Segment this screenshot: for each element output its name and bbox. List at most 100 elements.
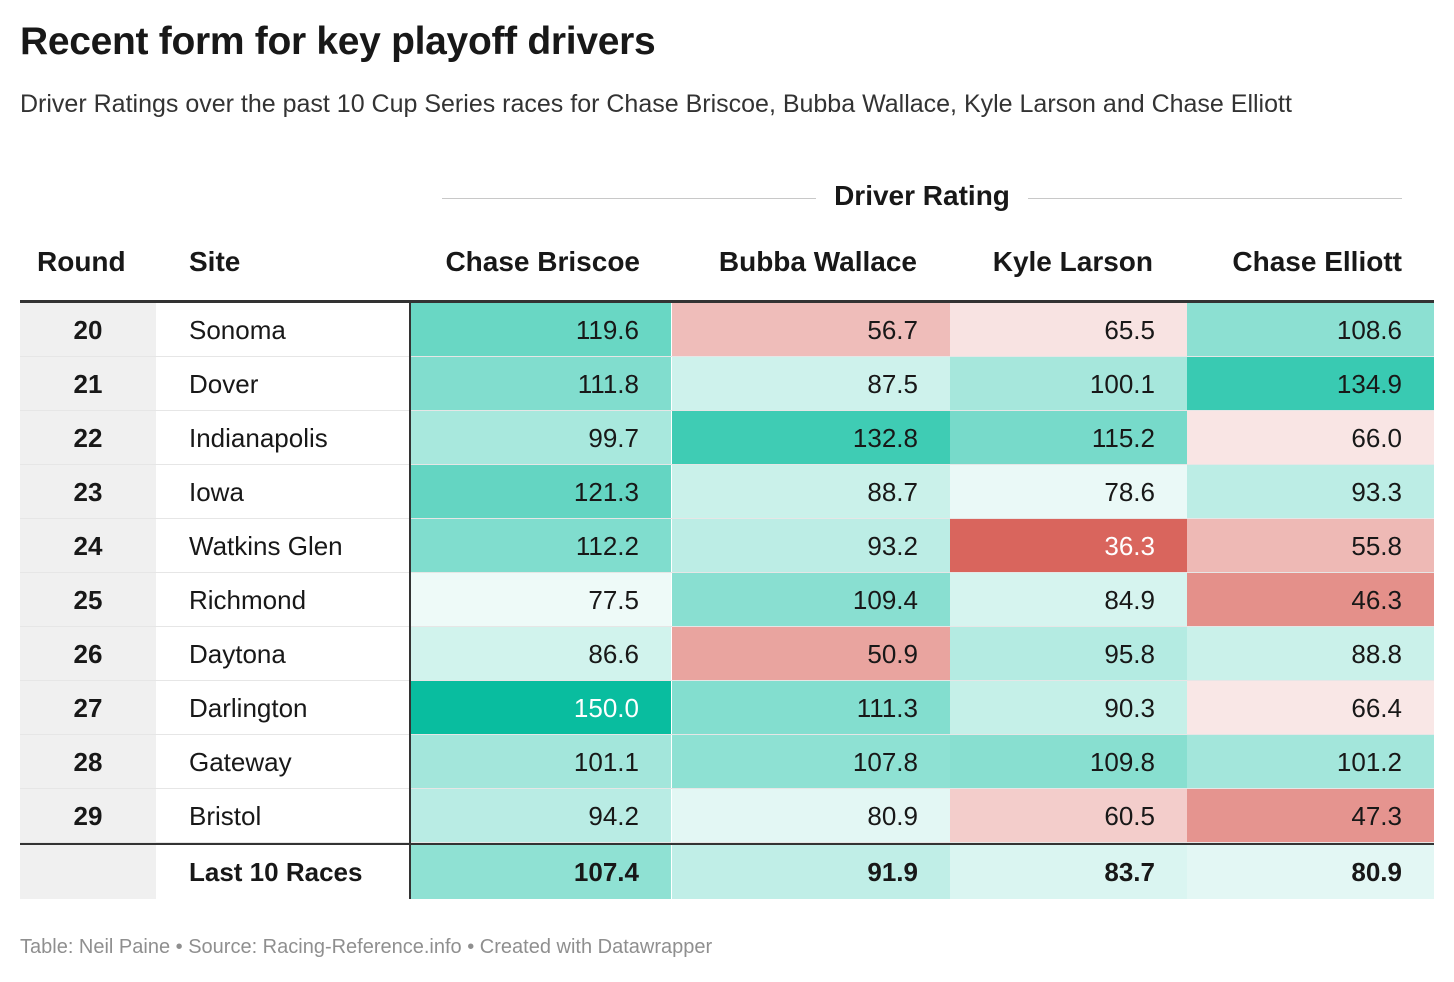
round-cell: 23 xyxy=(20,465,156,519)
rating-cell: 119.6 xyxy=(411,303,671,357)
rating-cell: 60.5 xyxy=(950,789,1187,843)
round-cell: 25 xyxy=(20,573,156,627)
rating-cell: 111.3 xyxy=(672,681,950,735)
rating-cell: 86.6 xyxy=(411,627,671,681)
rating-cell: 84.9 xyxy=(950,573,1187,627)
site-cell: Darlington xyxy=(189,693,308,723)
table-row: 22 Indianapolis 99.7 132.8 115.2 66.0 xyxy=(20,411,1434,465)
rating-cell: 93.3 xyxy=(1187,465,1434,519)
site-cell: Watkins Glen xyxy=(189,531,343,561)
column-divider xyxy=(409,303,411,899)
round-cell: 21 xyxy=(20,357,156,411)
site-cell: Sonoma xyxy=(189,315,286,345)
rating-cell: 109.8 xyxy=(950,735,1187,789)
table-row: 27 Darlington 150.0 111.3 90.3 66.4 xyxy=(20,681,1434,735)
rating-cell: 80.9 xyxy=(1187,845,1434,899)
rating-cell: 88.8 xyxy=(1187,627,1434,681)
rating-cell: 111.8 xyxy=(411,357,671,411)
rating-cell: 100.1 xyxy=(950,357,1187,411)
rating-cell: 78.6 xyxy=(950,465,1187,519)
rating-cell: 50.9 xyxy=(672,627,950,681)
round-cell: 22 xyxy=(20,411,156,465)
row-divider xyxy=(20,734,1434,735)
rating-cell: 36.3 xyxy=(950,519,1187,573)
row-divider xyxy=(20,572,1434,573)
site-cell: Dover xyxy=(189,369,259,399)
row-divider xyxy=(20,626,1434,627)
header-kyle-larson: Kyle Larson xyxy=(992,246,1153,277)
site-cell: Indianapolis xyxy=(189,423,328,453)
rating-cell: 93.2 xyxy=(672,519,950,573)
rating-cell: 108.6 xyxy=(1187,303,1434,357)
round-cell: 27 xyxy=(20,681,156,735)
rating-cell: 99.7 xyxy=(411,411,671,465)
total-rule xyxy=(20,843,1434,845)
spanner-rule-right xyxy=(1028,198,1402,199)
row-divider xyxy=(20,356,1434,357)
header-bubba-wallace: Bubba Wallace xyxy=(718,246,917,277)
rating-cell: 80.9 xyxy=(672,789,950,843)
round-cell: 26 xyxy=(20,627,156,681)
row-divider xyxy=(20,410,1434,411)
rating-cell: 115.2 xyxy=(950,411,1187,465)
round-cell: 20 xyxy=(20,303,156,357)
table-row: 23 Iowa 121.3 88.7 78.6 93.3 xyxy=(20,465,1434,519)
row-divider xyxy=(20,464,1434,465)
rating-cell: 87.5 xyxy=(672,357,950,411)
rating-cell: 101.1 xyxy=(411,735,671,789)
rating-cell: 94.2 xyxy=(411,789,671,843)
site-cell: Iowa xyxy=(189,477,244,507)
rating-cell: 66.4 xyxy=(1187,681,1434,735)
column-group-header: Driver Rating xyxy=(442,176,1402,220)
rating-cell: 107.8 xyxy=(672,735,950,789)
site-cell: Gateway xyxy=(189,747,292,777)
row-divider xyxy=(20,680,1434,681)
header-round: Round xyxy=(37,246,126,277)
chart-title: Recent form for key playoff drivers xyxy=(20,20,656,63)
rating-cell: 46.3 xyxy=(1187,573,1434,627)
rating-cell: 55.8 xyxy=(1187,519,1434,573)
table-row: 24 Watkins Glen 112.2 93.2 36.3 55.8 xyxy=(20,519,1434,573)
rating-cell: 101.2 xyxy=(1187,735,1434,789)
site-cell: Daytona xyxy=(189,639,286,669)
rating-cell: 95.8 xyxy=(950,627,1187,681)
row-divider xyxy=(20,842,1434,843)
rating-cell: 65.5 xyxy=(950,303,1187,357)
row-divider xyxy=(20,518,1434,519)
table-row: 29 Bristol 94.2 80.9 60.5 47.3 xyxy=(20,789,1434,843)
table-row: 21 Dover 111.8 87.5 100.1 134.9 xyxy=(20,357,1434,411)
row-divider xyxy=(20,788,1434,789)
rating-cell: 90.3 xyxy=(950,681,1187,735)
header-rule xyxy=(20,300,1434,303)
rating-cell: 109.4 xyxy=(672,573,950,627)
rating-cell: 66.0 xyxy=(1187,411,1434,465)
spanner-rule-left xyxy=(442,198,816,199)
chart-footer: Table: Neil Paine • Source: Racing-Refer… xyxy=(20,936,713,958)
total-row: Last 10 Races 107.4 91.9 83.7 80.9 xyxy=(20,845,1434,899)
rating-cell: 77.5 xyxy=(411,573,671,627)
header-site: Site xyxy=(189,246,241,277)
rating-cell: 83.7 xyxy=(950,845,1187,899)
chart-subtitle: Driver Ratings over the past 10 Cup Seri… xyxy=(20,90,1292,118)
rating-cell: 107.4 xyxy=(411,845,671,899)
spanner-label: Driver Rating xyxy=(834,180,1010,211)
round-cell: 28 xyxy=(20,735,156,789)
rating-cell: 112.2 xyxy=(411,519,671,573)
rating-cell: 150.0 xyxy=(411,681,671,735)
site-cell: Last 10 Races xyxy=(189,857,363,887)
round-cell: 29 xyxy=(20,789,156,843)
rating-cell: 91.9 xyxy=(672,845,950,899)
rating-cell: 47.3 xyxy=(1187,789,1434,843)
rating-cell: 134.9 xyxy=(1187,357,1434,411)
site-cell: Bristol xyxy=(189,801,262,831)
header-chase-briscoe: Chase Briscoe xyxy=(445,246,640,277)
table-row: 26 Daytona 86.6 50.9 95.8 88.8 xyxy=(20,627,1434,681)
rating-cell: 56.7 xyxy=(672,303,950,357)
header-chase-elliott: Chase Elliott xyxy=(1232,246,1402,277)
round-cell: 24 xyxy=(20,519,156,573)
rating-cell: 132.8 xyxy=(672,411,950,465)
table-row: 28 Gateway 101.1 107.8 109.8 101.2 xyxy=(20,735,1434,789)
site-cell: Richmond xyxy=(189,585,307,615)
table-row: 25 Richmond 77.5 109.4 84.9 46.3 xyxy=(20,573,1434,627)
